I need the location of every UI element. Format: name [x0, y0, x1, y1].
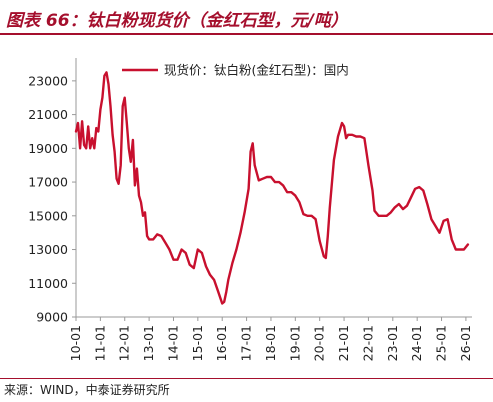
x-tick-label: 16-01 [214, 325, 229, 361]
title-divider [0, 33, 493, 35]
x-tick-label: 19-01 [287, 325, 302, 361]
x-tick-label: 11-01 [92, 325, 107, 361]
x-tick-label: 23-01 [385, 325, 400, 361]
chart-series-lines [74, 71, 470, 305]
x-tick-label: 21-01 [336, 325, 351, 361]
y-tick-label: 11000 [28, 276, 68, 291]
x-tick-label: 17-01 [239, 325, 254, 361]
x-tick-label: 24-01 [409, 325, 424, 361]
x-tick-label: 20-01 [312, 325, 327, 361]
y-tick-label: 23000 [28, 73, 68, 88]
x-tick-label: 25-01 [434, 325, 449, 361]
y-tick-label: 15000 [28, 208, 68, 223]
x-tick-label: 18-01 [263, 325, 278, 361]
x-tick-label: 12-01 [117, 325, 132, 361]
y-tick-label: 13000 [28, 242, 68, 257]
y-tick-label: 17000 [28, 175, 68, 190]
y-tick-label: 21000 [28, 107, 68, 122]
y-tick-label: 19000 [28, 141, 68, 156]
series-line [74, 71, 470, 305]
figure-title: 图表 66：钛白粉现货价（金红石型，元/吨） [6, 11, 348, 31]
x-tick-label: 13-01 [141, 325, 156, 361]
x-tick-label: 22-01 [360, 325, 375, 361]
y-tick-label: 9000 [36, 310, 68, 325]
chart-legend: 现货价：钛白粉(金红石型)：国内 [122, 63, 349, 78]
chart-axes: 9000 11000 13000 15000 17000 19000 21000 23000 1… [28, 58, 473, 361]
x-tick-label: 10-01 [68, 325, 83, 361]
x-tick-label: 15-01 [190, 325, 205, 361]
x-tick-label: 14-01 [165, 325, 180, 361]
source-divider [0, 378, 493, 379]
source-note: 来源：WIND，中泰证券研究所 [4, 383, 170, 397]
line-chart: 现货价：钛白粉(金红石型)：国内 9000 11000 13000 15000 1700… [28, 58, 473, 361]
legend-label: 现货价：钛白粉(金红石型)：国内 [164, 63, 349, 78]
x-tick-label: 26-01 [458, 325, 473, 361]
title-bar: 图表 66：钛白粉现货价（金红石型，元/吨） [0, 0, 493, 35]
